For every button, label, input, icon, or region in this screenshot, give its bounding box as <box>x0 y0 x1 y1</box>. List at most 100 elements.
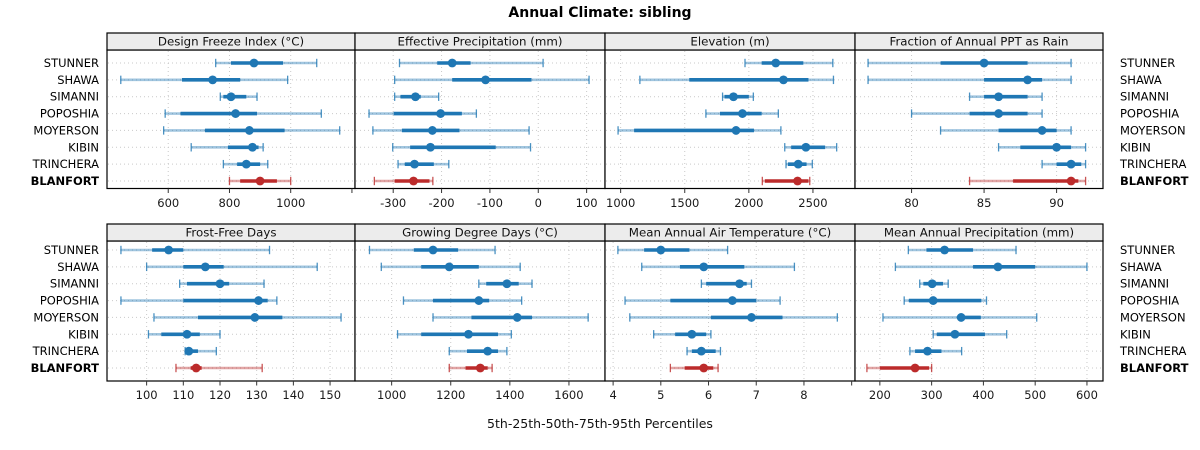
axis-tick-label: 0 <box>535 196 542 210</box>
median-dot <box>731 126 741 135</box>
median-dot <box>427 126 437 135</box>
panel-strip-title: Growing Degree Days (°C) <box>402 226 558 240</box>
whisker-row-shawa <box>639 75 835 85</box>
axis-tick-label: 6 <box>705 388 712 402</box>
median-dot <box>475 363 485 373</box>
whisker-row-kibin <box>147 329 221 339</box>
panel-strip-title: Design Freeze Index (°C) <box>158 35 304 49</box>
whisker-row-kibin <box>392 142 532 152</box>
whisker-row-simanni <box>700 279 753 289</box>
site-label-left-kibin: KIBIN <box>68 327 99 341</box>
median-dot <box>738 109 747 118</box>
whisker-row-stunner <box>867 58 1072 68</box>
site-label-right-trinchera: TRINCHERA <box>1119 157 1186 171</box>
whisker-row-moyerson <box>629 313 838 322</box>
panel-strip-title: Elevation (m) <box>690 35 769 49</box>
whisker-row-stunner <box>215 58 318 68</box>
whisker-row-poposhia <box>164 109 322 118</box>
axis-tick-label: 80 <box>904 196 919 210</box>
whisker-row-poposhia <box>910 109 1043 118</box>
axis-tick-label: -300 <box>380 196 406 210</box>
panel-frame <box>604 49 856 190</box>
whisker-row-blanfort <box>761 176 811 186</box>
whisker-row-trinchera <box>909 346 963 356</box>
median-dot <box>512 313 522 322</box>
whisker-row-trinchera <box>184 346 217 356</box>
median-dot <box>410 159 419 169</box>
site-label-left-shawa: SHAWA <box>57 73 99 87</box>
median-dot <box>226 92 236 102</box>
median-dot <box>409 176 418 186</box>
median-dot <box>956 313 966 322</box>
site-label-left-trinchera: TRINCHERA <box>32 344 99 358</box>
axis-tick-label: 200 <box>869 388 891 402</box>
panel-frame <box>854 49 1104 190</box>
axis-tick-label: 130 <box>246 388 268 402</box>
median-dot <box>208 75 218 85</box>
panel-frame <box>354 49 606 190</box>
site-label-right-blanfort: BLANFORT <box>1120 361 1189 375</box>
median-dot <box>428 245 438 255</box>
whisker-row-shawa <box>867 75 1072 85</box>
whisker-row-trinchera <box>785 159 813 169</box>
whisker-row-kibin <box>784 142 838 152</box>
axis-tick-label: 1400 <box>495 388 524 402</box>
site-label-left-stunner: STUNNER <box>44 56 99 70</box>
median-dot <box>696 346 706 356</box>
whisker-row-simanni <box>721 92 754 102</box>
median-dot <box>1023 75 1032 85</box>
median-dot <box>502 279 512 289</box>
whisker-row-moyerson <box>153 313 342 322</box>
site-label-left-poposhia: POPOSHIA <box>40 107 99 121</box>
axis-tick-label: 2500 <box>798 196 827 210</box>
whisker-row-shawa <box>394 75 590 85</box>
whisker-row-stunner <box>744 58 834 68</box>
whisker-row-trinchera <box>686 346 722 356</box>
median-dot <box>801 142 811 152</box>
panel-strip-title: Mean Annual Precipitation (mm) <box>884 226 1074 240</box>
axis-tick-label: 150 <box>319 388 341 402</box>
median-dot <box>184 346 194 356</box>
whisker-row-blanfort <box>175 363 263 373</box>
whisker-row-stunner <box>120 245 271 255</box>
median-dot <box>249 58 259 68</box>
panel-strip <box>854 223 1104 242</box>
median-dot <box>191 363 201 373</box>
whisker-row-trinchera <box>397 159 450 169</box>
median-dot <box>747 313 756 322</box>
median-dot <box>481 75 490 85</box>
whisker-row-kibin <box>932 329 1008 339</box>
median-dot <box>444 262 454 272</box>
panel-strip-title: Fraction of Annual PPT as Rain <box>890 35 1069 49</box>
site-label-left-moyerson: MOYERSON <box>33 123 99 137</box>
site-label-left-shawa: SHAWA <box>57 260 99 274</box>
median-dot <box>779 75 788 85</box>
median-dot <box>940 245 949 255</box>
panel-strip-title: Frost-Free Days <box>186 226 277 240</box>
site-label-right-moyerson: MOYERSON <box>1120 123 1186 137</box>
whisker-row-simanni <box>219 92 258 102</box>
median-dot <box>950 329 960 339</box>
chart-title: Annual Climate: sibling <box>508 5 692 21</box>
axis-tick-label: 8 <box>800 388 807 402</box>
whisker-row-stunner <box>617 245 729 255</box>
site-label-right-kibin: KIBIN <box>1120 140 1151 154</box>
whisker-row-poposhia <box>624 296 781 305</box>
whisker-row-simanni <box>394 92 440 102</box>
axis-tick-label: 120 <box>209 388 231 402</box>
median-dot <box>447 58 457 68</box>
median-dot <box>994 109 1003 118</box>
panel-frame <box>354 240 606 382</box>
site-label-left-blanfort: BLANFORT <box>31 174 100 188</box>
site-label-left-kibin: KIBIN <box>68 140 99 154</box>
whisker-row-shawa <box>120 75 289 85</box>
whisker-row-shawa <box>380 262 521 272</box>
whisker-row-trinchera <box>448 346 508 356</box>
whisker-row-simanni <box>178 279 265 289</box>
median-dot <box>164 245 174 255</box>
median-dot <box>1037 126 1047 135</box>
site-label-right-stunner: STUNNER <box>1120 56 1175 70</box>
median-dot <box>699 363 709 373</box>
